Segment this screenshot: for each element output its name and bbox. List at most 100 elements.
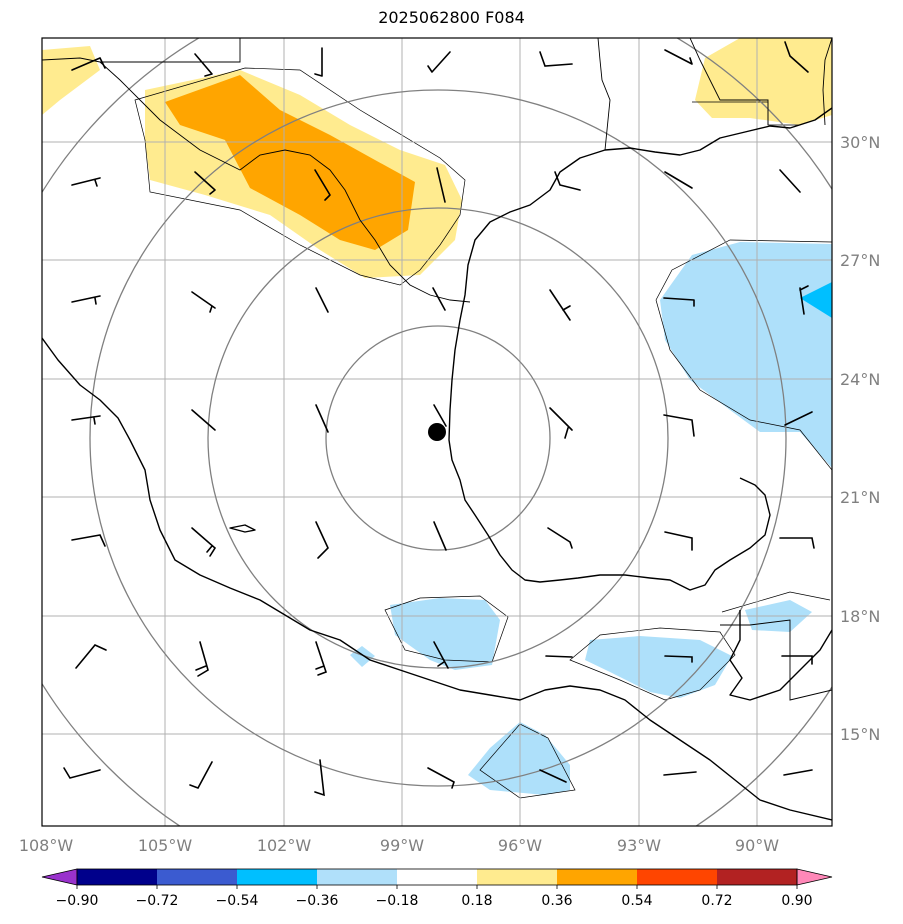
wind-barb: [432, 287, 446, 311]
anomaly-fill-negative-pacific: [468, 722, 570, 795]
wind-barb: [71, 295, 101, 305]
wind-barb: [779, 537, 815, 549]
colorbar-over-arrow: [796, 868, 833, 886]
lon-label: 96°W: [498, 836, 542, 855]
wind-barb: [427, 51, 451, 73]
lon-label: 93°W: [617, 836, 661, 855]
lon-label: 108°W: [19, 836, 74, 855]
colorbar: −0.90 −0.72 −0.54 −0.36 −0.18 0.18 0.36 0.54 0.7…: [41, 868, 833, 909]
colorbar-tick-label: −0.36: [296, 893, 339, 909]
colorbar-frame: [76, 868, 798, 886]
anomaly-fill-negative-mexico-south: [390, 598, 500, 670]
wind-barb: [75, 644, 107, 669]
wind-barb: [663, 414, 695, 437]
wind-barb: [664, 49, 693, 65]
map-title: 2025062800 F084: [378, 8, 525, 27]
colorbar-cell: [317, 869, 397, 885]
wind-barb: [549, 407, 573, 439]
wind-barb: [779, 169, 801, 193]
colorbar-cell: [397, 869, 477, 885]
wind-barb: [427, 767, 455, 789]
colorbar-cell: [237, 869, 317, 885]
wind-barb: [71, 534, 106, 547]
wind-barb: [191, 291, 216, 313]
colorbar-tick-label: 0.72: [701, 893, 732, 909]
wind-barb: [781, 655, 813, 665]
lat-label: 30°N: [840, 133, 880, 152]
wind-barb: [315, 287, 329, 313]
storm-center-marker: [428, 423, 446, 441]
colorbar-cell: [157, 869, 237, 885]
wind-barb: [436, 167, 446, 203]
coast-pacific-mexico: [42, 337, 832, 821]
anomaly-fill-positive-core: [165, 75, 415, 250]
wind-barb: [433, 641, 449, 669]
wind-barb: [191, 409, 216, 431]
wind-barb: [314, 47, 323, 77]
border-us-states: [597, 38, 832, 151]
wind-barb: [194, 171, 216, 195]
colorbar-tick-label: 0.36: [541, 893, 572, 909]
political-borders: [42, 38, 832, 701]
wind-barb: [189, 761, 213, 789]
colorbar-cell: [557, 869, 637, 885]
wind-barb: [314, 169, 331, 201]
wind-barb: [549, 289, 571, 321]
wind-barb: [539, 769, 567, 783]
wind-barb: [784, 41, 809, 73]
colorbar-cell: [717, 869, 797, 885]
colorbar-under-arrow: [41, 868, 78, 886]
wind-barb: [554, 171, 581, 191]
colorbar-tick-label: −0.90: [56, 893, 99, 909]
colorbar-tick-label: −0.18: [376, 893, 419, 909]
wind-barb: [545, 655, 573, 658]
wind-barb: [783, 769, 813, 776]
anomaly-fill-negative-gulf-core: [800, 282, 832, 318]
range-ring-2: [207, 207, 669, 669]
wind-barb: [194, 53, 213, 77]
wind-barb: [547, 527, 573, 549]
wind-barb: [71, 177, 101, 187]
latitude-labels: 30°N 27°N 24°N 21°N 18°N 15°N: [840, 133, 880, 744]
range-rings: [42, 38, 832, 826]
wind-barb: [71, 415, 101, 425]
wind-barb: [433, 404, 447, 427]
anomaly-fill-negative-yucatan: [585, 636, 732, 698]
negative-anomaly-fill: [350, 242, 832, 795]
wind-barb: [195, 641, 209, 677]
wind-barbs: [63, 41, 815, 797]
colorbar-tick-label: 0.90: [781, 893, 812, 909]
border-us-mexico: [42, 38, 471, 303]
wind-barb: [315, 521, 329, 559]
colorbar-cell: [477, 869, 557, 885]
positive-anomaly-fill: [42, 38, 832, 278]
colorbar-tick-label: 0.54: [621, 893, 652, 909]
wind-barb: [664, 531, 693, 551]
contour-mexico-south: [384, 595, 509, 663]
range-ring-3: [89, 89, 787, 787]
lat-label: 15°N: [840, 725, 880, 744]
lon-label: 90°W: [735, 836, 779, 855]
wind-barb: [315, 641, 328, 676]
contour-yucatan: [569, 627, 736, 701]
graticule: [42, 38, 832, 826]
coast-baja-tip: [229, 524, 256, 533]
contour-gulf: [655, 239, 832, 471]
lat-label: 21°N: [840, 488, 880, 507]
colorbar-tick-label: 0.18: [461, 893, 492, 909]
range-ring-1: [325, 325, 551, 551]
contour-caribbean: [721, 591, 831, 613]
coastlines: [42, 107, 832, 821]
colorbar-cell: [77, 869, 157, 885]
wind-barb: [664, 171, 693, 189]
wind-barb: [664, 655, 693, 663]
colorbar-cell: [637, 869, 717, 885]
wind-barb: [191, 527, 217, 557]
border-central-america: [720, 619, 832, 701]
colorbar-tick-label: −0.72: [136, 893, 179, 909]
contour-north-mexico: [134, 67, 466, 286]
map-frame: [41, 37, 833, 827]
wind-barb: [63, 767, 101, 779]
wind-barb: [433, 521, 447, 551]
